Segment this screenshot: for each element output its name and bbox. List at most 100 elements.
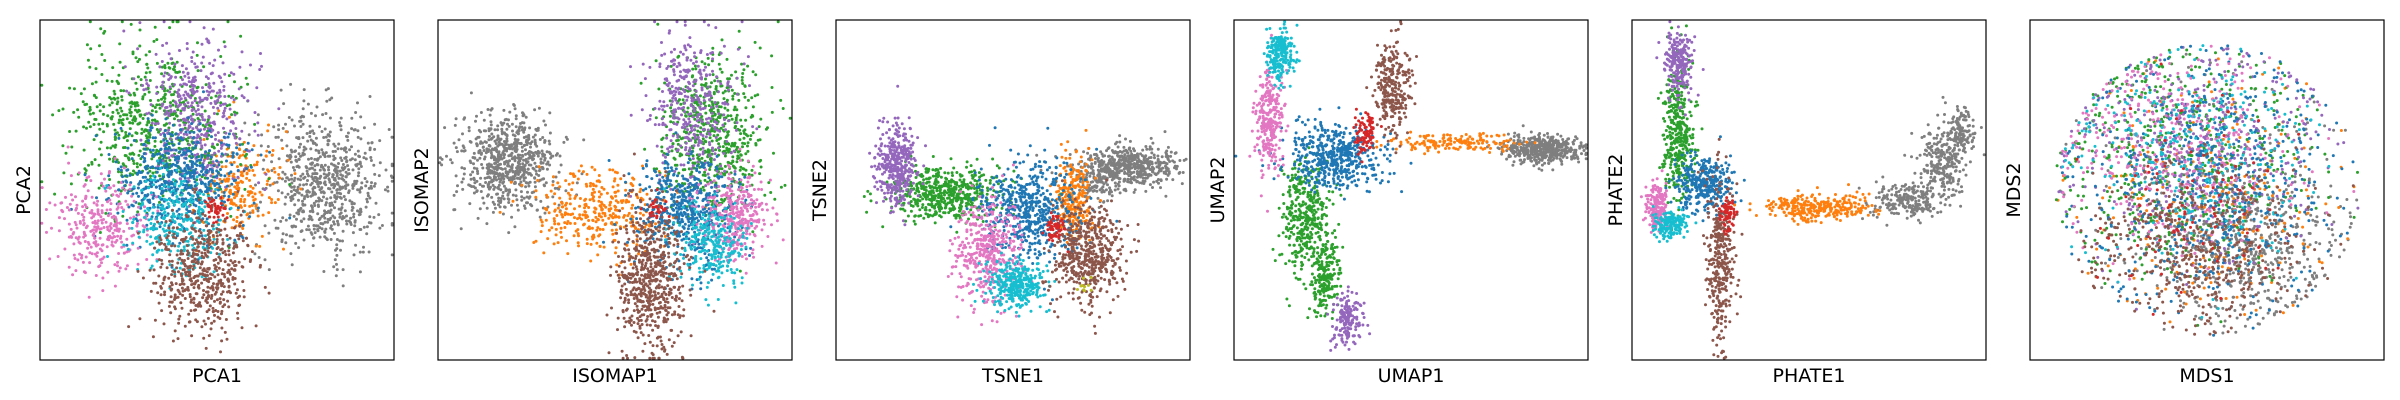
point-series-4 (149, 128, 152, 132)
point-series-0 (328, 202, 332, 205)
point-series-2 (128, 111, 132, 115)
point-series-0 (275, 180, 279, 184)
point-series-5 (93, 236, 97, 240)
point-series-0 (328, 154, 332, 158)
point-series-1 (545, 193, 548, 197)
point-series-0 (509, 165, 513, 169)
point-series-0 (297, 136, 301, 139)
point-series-2 (230, 113, 234, 117)
point-series-2 (163, 92, 167, 96)
point-series-0 (321, 113, 325, 117)
point-series-0 (325, 211, 329, 215)
point-series-0 (298, 183, 302, 187)
point-series-2 (117, 73, 121, 77)
point-series-2 (176, 71, 179, 74)
point-series-7 (163, 293, 166, 297)
point-series-0 (289, 148, 293, 152)
point-series-0 (548, 131, 552, 135)
point-series-0 (486, 108, 490, 111)
point-series-0 (332, 220, 336, 224)
point-series-7 (155, 240, 159, 244)
point-series-0 (486, 194, 489, 198)
point-series-3 (184, 67, 188, 71)
point-series-7 (194, 248, 198, 252)
point-series-3 (168, 121, 171, 125)
point-series-0 (356, 149, 360, 153)
point-series-5 (111, 193, 115, 197)
point-series-7 (207, 280, 211, 284)
point-series-7 (138, 317, 142, 321)
point-series-4 (190, 162, 194, 166)
point-series-4 (183, 186, 187, 190)
point-series-0 (365, 232, 369, 236)
point-series-0 (499, 196, 503, 200)
point-series-0 (463, 167, 466, 171)
point-series-0 (369, 156, 373, 159)
point-series-6 (149, 222, 153, 225)
point-series-2 (741, 145, 744, 149)
point-series-7 (192, 301, 196, 305)
point-series-5 (76, 258, 80, 262)
point-series-0 (359, 137, 363, 141)
point-series-0 (343, 148, 346, 152)
point-series-2 (88, 125, 92, 129)
point-series-0 (323, 163, 327, 167)
point-series-2 (155, 128, 159, 131)
point-series-0 (260, 133, 264, 137)
point-series-2 (97, 122, 101, 126)
point-series-0 (352, 253, 356, 257)
point-series-0 (281, 232, 285, 236)
point-series-0 (262, 158, 266, 162)
point-series-7 (223, 260, 227, 264)
point-series-4 (210, 170, 214, 174)
point-series-2 (135, 162, 139, 166)
point-series-7 (224, 253, 228, 257)
point-series-3 (201, 86, 204, 90)
point-series-7 (215, 298, 219, 302)
point-series-5 (102, 226, 106, 229)
point-series-0 (467, 129, 471, 133)
point-series-6 (155, 249, 159, 253)
point-series-3 (211, 142, 215, 146)
point-series-2 (53, 192, 57, 196)
point-series-6 (202, 193, 206, 196)
point-series-5 (85, 176, 89, 180)
point-series-0 (322, 136, 326, 139)
point-series-0 (520, 149, 524, 153)
point-series-4 (159, 177, 162, 181)
point-series-5 (122, 251, 126, 255)
point-series-5 (76, 211, 80, 215)
point-series-6 (212, 270, 216, 274)
point-series-4 (246, 141, 250, 145)
point-series-5 (64, 195, 67, 199)
point-series-0 (304, 165, 308, 169)
point-series-1 (581, 213, 585, 217)
point-series-4 (170, 186, 174, 190)
point-series-4 (114, 160, 118, 164)
point-series-0 (327, 187, 330, 190)
point-series-7 (179, 301, 183, 305)
point-series-1 (251, 186, 255, 190)
point-series-4 (121, 175, 124, 179)
point-series-3 (277, 107, 281, 111)
point-series-2 (173, 65, 176, 69)
point-series-0 (526, 181, 530, 185)
point-series-0 (503, 162, 507, 166)
point-series-0 (327, 139, 331, 143)
point-series-3 (256, 121, 260, 125)
point-series-2 (145, 62, 149, 66)
point-series-2 (77, 115, 81, 119)
point-series-1 (626, 214, 630, 218)
point-series-0 (337, 191, 341, 195)
point-series-2 (61, 107, 65, 111)
point-series-6 (151, 253, 155, 257)
point-series-3 (167, 52, 171, 56)
point-series-2 (113, 128, 117, 132)
point-series-1 (553, 202, 557, 206)
point-series-0 (358, 188, 362, 192)
point-series-6 (180, 182, 184, 186)
point-series-7 (241, 280, 245, 284)
point-series-5 (63, 247, 67, 251)
point-series-0 (321, 151, 325, 155)
point-series-0 (513, 107, 517, 111)
